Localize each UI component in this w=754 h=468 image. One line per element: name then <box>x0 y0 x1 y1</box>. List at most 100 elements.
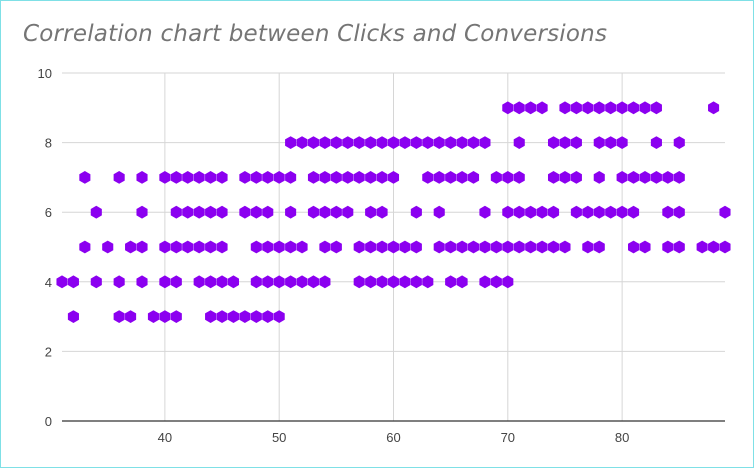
data-point <box>353 275 365 289</box>
data-point <box>616 171 628 184</box>
data-point <box>125 240 137 254</box>
data-point <box>605 101 617 115</box>
data-point <box>490 275 502 289</box>
data-point <box>182 240 194 254</box>
data-point <box>502 171 514 184</box>
data-point <box>205 205 217 219</box>
data-point <box>182 205 194 219</box>
data-point <box>159 310 171 323</box>
data-point <box>570 101 582 115</box>
data-point <box>673 205 685 219</box>
data-point <box>353 240 365 254</box>
data-point <box>170 240 182 254</box>
data-point <box>159 275 171 289</box>
data-point <box>547 171 560 184</box>
chart-title: Correlation chart between Clicks and Con… <box>23 21 608 47</box>
data-point <box>456 171 468 184</box>
data-point <box>285 275 297 289</box>
data-point <box>319 205 331 219</box>
data-point <box>593 171 605 184</box>
data-point <box>296 136 308 149</box>
data-point <box>216 171 228 184</box>
data-point <box>262 310 274 323</box>
data-point <box>616 205 628 219</box>
data-point <box>136 171 148 184</box>
data-point <box>479 275 491 289</box>
data-point <box>513 240 525 254</box>
data-point <box>662 171 674 184</box>
data-point <box>319 171 331 184</box>
data-point <box>330 205 342 219</box>
data-point <box>479 240 491 254</box>
data-point <box>673 240 685 254</box>
data-point <box>593 101 605 115</box>
data-point <box>559 101 571 115</box>
data-point <box>559 136 571 149</box>
data-point <box>639 101 651 115</box>
data-point <box>273 171 285 184</box>
tick-labels: 0 2 4 6 8 10 40 50 60 70 80 <box>38 66 630 445</box>
data-point <box>170 171 182 184</box>
data-point <box>490 240 502 254</box>
data-point <box>456 136 468 149</box>
data-point <box>593 136 605 149</box>
data-point <box>422 171 434 184</box>
data-point <box>205 310 217 323</box>
y-tick-label: 10 <box>38 66 52 81</box>
data-point <box>67 310 79 323</box>
data-point <box>285 240 297 254</box>
data-point <box>445 171 457 184</box>
data-point <box>547 136 560 149</box>
data-point <box>445 240 457 254</box>
data-point <box>239 310 251 323</box>
data-point <box>502 275 514 289</box>
data-point <box>410 205 422 219</box>
data-point <box>525 240 537 254</box>
data-point <box>319 275 331 289</box>
data-point <box>239 205 251 219</box>
x-tick-label: 80 <box>615 430 629 445</box>
data-point <box>307 171 320 184</box>
data-point <box>387 275 400 289</box>
data-point <box>79 240 91 254</box>
data-point <box>227 275 240 289</box>
data-point <box>262 171 274 184</box>
data-point <box>262 240 274 254</box>
data-point <box>479 136 491 149</box>
x-tick-label: 40 <box>158 430 172 445</box>
data-point <box>502 101 514 115</box>
data-point <box>433 136 445 149</box>
data-point <box>399 275 411 289</box>
data-point <box>159 171 171 184</box>
data-point <box>330 136 342 149</box>
y-tick-label: 0 <box>45 414 52 429</box>
data-point <box>410 240 422 254</box>
data-point <box>67 275 79 289</box>
data-point <box>605 136 617 149</box>
data-point <box>445 275 457 289</box>
data-point <box>708 101 720 115</box>
data-point <box>205 171 217 184</box>
data-point <box>353 171 365 184</box>
data-point <box>170 310 182 323</box>
data-point <box>205 275 217 289</box>
data-point <box>513 171 525 184</box>
data-point <box>250 310 262 323</box>
data-point <box>628 205 640 219</box>
data-point <box>136 275 148 289</box>
data-point <box>410 275 422 289</box>
data-point <box>330 171 342 184</box>
data-point <box>193 275 205 289</box>
data-point <box>422 275 434 289</box>
data-point <box>376 171 388 184</box>
data-point <box>113 275 125 289</box>
data-point <box>467 136 480 149</box>
data-point <box>182 171 194 184</box>
data-point <box>570 136 582 149</box>
data-point <box>285 136 297 149</box>
data-point <box>376 205 388 219</box>
data-points <box>56 101 731 323</box>
data-point <box>250 275 262 289</box>
data-point <box>216 275 228 289</box>
